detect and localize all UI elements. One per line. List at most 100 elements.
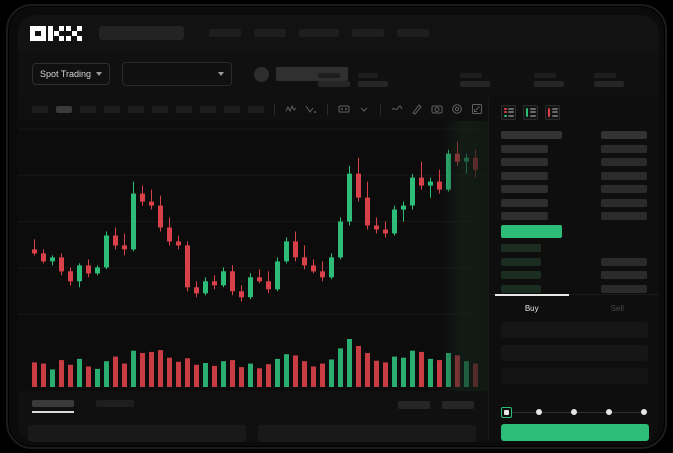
- orderbook-mode-bids-icon[interactable]: [523, 105, 538, 120]
- orderbook[interactable]: [489, 126, 659, 295]
- orderbook-ask-row[interactable]: [501, 210, 647, 222]
- stat-label: [318, 73, 340, 78]
- amount-percent-slider[interactable]: [501, 407, 649, 419]
- okx-logo-icon[interactable]: [30, 25, 82, 41]
- trade-order-form: [489, 322, 659, 391]
- orderbook-header: [501, 129, 647, 141]
- orderbook-ask-row[interactable]: [501, 156, 647, 168]
- orderbook-last-price: [501, 225, 647, 238]
- orderbook-col-price: [501, 131, 562, 139]
- tab-sell[interactable]: Sell: [575, 295, 660, 322]
- orders-tab-label: [32, 400, 74, 407]
- orders-tabs: [18, 391, 488, 413]
- drawing-tools-icon[interactable]: [411, 103, 423, 115]
- orderbook-bid-row[interactable]: [501, 256, 647, 268]
- more-chevron-icon[interactable]: [358, 103, 370, 115]
- price-chart-panel[interactable]: [18, 121, 488, 391]
- interval-button-6[interactable]: [176, 105, 192, 113]
- orders-cards: [28, 425, 476, 442]
- orderbook-bid-row[interactable]: [501, 283, 647, 295]
- interval-button-4[interactable]: [128, 105, 144, 113]
- orders-bottom-panel: [18, 391, 488, 442]
- toolbar-divider: [380, 103, 381, 115]
- slider-handle[interactable]: [501, 407, 512, 418]
- orderbook-ask-row[interactable]: [501, 197, 647, 209]
- market-stat-0: [318, 73, 350, 87]
- orders-tab-0[interactable]: [32, 400, 74, 413]
- logo-glyph-k: [48, 25, 64, 41]
- interval-button-0[interactable]: [32, 105, 48, 113]
- top-nav: [18, 15, 659, 51]
- market-stat-4: [594, 73, 624, 87]
- orderbook-trade-panel: Buy Sell: [488, 97, 659, 442]
- toolbar-divider: [327, 103, 328, 115]
- interval-button-5[interactable]: [152, 105, 168, 113]
- orderbook-ask-row[interactable]: [501, 143, 647, 155]
- logo-glyph-x: [66, 25, 82, 41]
- interval-button-8[interactable]: [224, 105, 240, 113]
- interval-button-3[interactable]: [104, 105, 120, 113]
- line-chart-icon[interactable]: [391, 103, 403, 115]
- indicators-icon[interactable]: [285, 103, 297, 115]
- orders-card-1[interactable]: [258, 425, 476, 442]
- orderbook-display-modes: [489, 97, 659, 126]
- interval-button-2[interactable]: [80, 105, 96, 113]
- market-type-dropdown[interactable]: Spot Trading: [32, 63, 111, 85]
- stat-value: [460, 81, 490, 87]
- orders-card-0[interactable]: [28, 425, 246, 442]
- interval-button-9[interactable]: [248, 105, 264, 113]
- compare-icon[interactable]: [305, 103, 317, 115]
- candlestick-chart: [18, 128, 488, 387]
- slider-step-2[interactable]: [571, 409, 577, 415]
- order-field-total[interactable]: [501, 368, 648, 384]
- orderbook-mode-asks-icon[interactable]: [545, 105, 560, 120]
- chevron-down-icon: [218, 72, 225, 76]
- coin-avatar: [254, 66, 270, 82]
- nav-item-0[interactable]: [209, 29, 241, 37]
- settings-gear-icon[interactable]: [451, 103, 463, 115]
- orders-tab-label: [96, 400, 134, 407]
- orders-action-0[interactable]: [398, 401, 430, 409]
- order-field-price[interactable]: [501, 322, 648, 338]
- tab-sell-label: Sell: [610, 304, 624, 313]
- stat-value: [358, 81, 388, 87]
- orderbook-last-price-bar: [501, 225, 562, 238]
- logo-glyph-o: [30, 25, 46, 41]
- orderbook-ask-row[interactable]: [501, 183, 647, 195]
- nav-search-field[interactable]: [99, 26, 184, 40]
- market-stat-3: [534, 73, 564, 87]
- nav-item-1[interactable]: [254, 29, 286, 37]
- interval-button-7[interactable]: [200, 105, 216, 113]
- stat-label: [594, 73, 616, 78]
- app-screen: Spot Trading: [18, 15, 659, 442]
- nav-item-3[interactable]: [352, 29, 384, 37]
- order-field-amount[interactable]: [501, 345, 648, 361]
- orders-action-1[interactable]: [442, 401, 474, 409]
- orders-tab-1[interactable]: [96, 400, 134, 413]
- nav-item-4[interactable]: [397, 29, 429, 37]
- orderbook-bid-row[interactable]: [501, 269, 647, 281]
- device-frame: Spot Trading: [6, 4, 667, 449]
- camera-icon[interactable]: [431, 103, 443, 115]
- nav-item-2[interactable]: [299, 29, 339, 37]
- trading-pair-dropdown[interactable]: [122, 62, 233, 86]
- interval-button-1-active[interactable]: [56, 105, 72, 113]
- orderbook-col-amount: [601, 131, 647, 139]
- fullscreen-icon[interactable]: [471, 103, 483, 115]
- orders-actions: [398, 401, 474, 409]
- trade-side-tabs: Buy Sell: [489, 294, 659, 322]
- slider-step-1[interactable]: [536, 409, 542, 415]
- orderbook-bid-row[interactable]: [501, 242, 647, 254]
- alert-icon[interactable]: [338, 103, 350, 115]
- tab-buy[interactable]: Buy: [489, 294, 575, 322]
- market-stat-2: [460, 73, 490, 87]
- stat-label: [534, 73, 556, 78]
- orderbook-mode-both-icon[interactable]: [501, 105, 516, 120]
- market-type-label: Spot Trading: [40, 69, 92, 79]
- chevron-down-icon: [96, 72, 103, 76]
- orderbook-ask-row[interactable]: [501, 170, 647, 182]
- slider-step-4[interactable]: [641, 409, 647, 415]
- submit-order-button[interactable]: [501, 424, 649, 441]
- slider-step-3[interactable]: [606, 409, 612, 415]
- stat-label: [358, 73, 378, 78]
